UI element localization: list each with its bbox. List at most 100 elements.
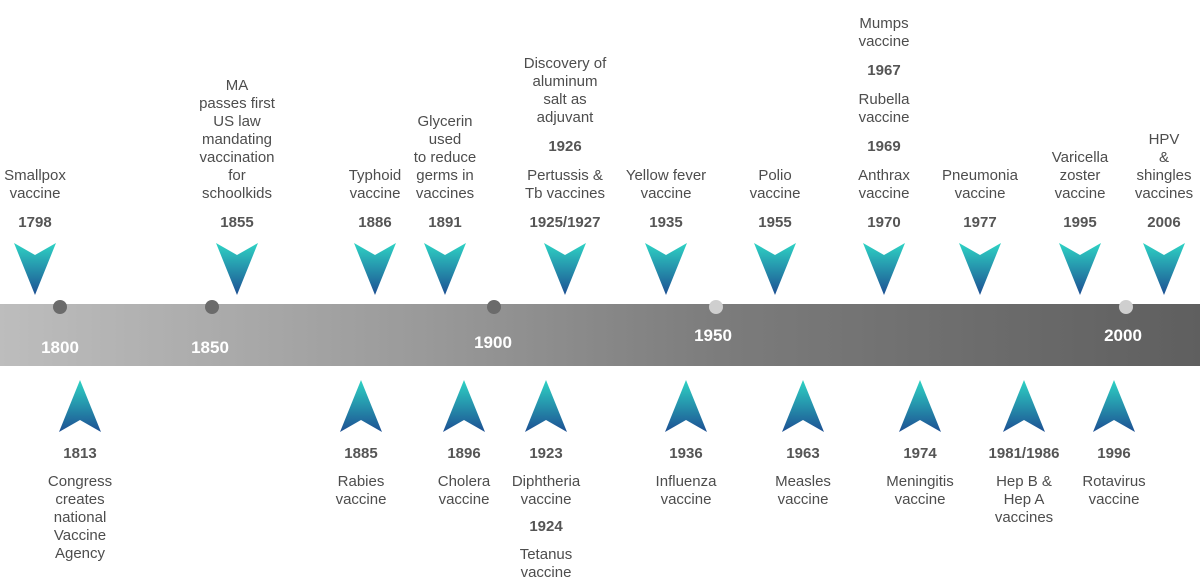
event-description: Rotavirus vaccine — [1082, 473, 1146, 508]
arrow-down-icon — [1143, 243, 1185, 295]
timeline-event-top: Smallpox vaccine 1798 — [4, 167, 66, 232]
event-year: 1996 — [1097, 445, 1131, 462]
event-description: Typhoid vaccine — [348, 167, 402, 202]
timeline-event-top: Glycerin used to reduce germs in vaccine… — [414, 113, 477, 232]
timeline-event-bottom: 1885 Rabies vaccine — [336, 445, 387, 509]
event-year: 1926 — [548, 138, 582, 155]
event-year: 1970 — [867, 214, 901, 231]
arrow-up-icon — [782, 380, 824, 432]
decade-label: 1950 — [694, 326, 732, 345]
event-year: 1798 — [18, 214, 52, 231]
event-description: Yellow fever vaccine — [625, 167, 707, 202]
event-description: Anthrax vaccine — [858, 167, 910, 202]
decade-label: 2000 — [1104, 326, 1142, 345]
timeline-event-bottom: 1813 Congress creates national Vaccine Ag… — [48, 445, 112, 563]
event-description: HPV & shingles vaccines — [1134, 131, 1194, 202]
event-year: 1896 — [447, 445, 481, 462]
arrow-up-icon — [59, 380, 101, 432]
decade-label: 1800 — [41, 338, 79, 357]
timeline-event-top: Typhoid vaccine 1886 — [349, 167, 402, 232]
arrow-down-icon — [645, 243, 687, 295]
decade-marker-dot — [487, 300, 501, 314]
timeline-event-top: Discovery of aluminum salt as adjuvant 19… — [524, 55, 607, 232]
event-year: 1967 — [867, 62, 901, 79]
timeline-event-top: Pneumonia vaccine 1977 — [942, 167, 1018, 232]
timeline-event-top: Polio vaccine 1955 — [750, 167, 801, 232]
event-description: Rabies vaccine — [335, 473, 387, 508]
event-description: Smallpox vaccine — [4, 167, 66, 202]
decade-marker-dot — [1119, 300, 1133, 314]
event-year: 1955 — [758, 214, 792, 231]
event-description: Tetanus vaccine — [519, 546, 573, 581]
event-description: MA passes first US law mandating vaccina… — [199, 77, 275, 202]
event-year: 1977 — [963, 214, 997, 231]
event-year: 1886 — [358, 214, 392, 231]
decade-marker-dot — [709, 300, 723, 314]
arrow-down-icon — [863, 243, 905, 295]
event-description: Diphtheria vaccine — [511, 473, 581, 508]
event-year: 1924 — [529, 518, 563, 535]
timeline-event-bottom: 1974 Meningitis vaccine — [886, 445, 954, 509]
event-description: Meningitis vaccine — [886, 473, 954, 508]
event-year: 1969 — [867, 138, 901, 155]
event-year: 1936 — [669, 445, 703, 462]
arrow-down-icon — [1059, 243, 1101, 295]
arrow-up-icon — [899, 380, 941, 432]
event-year: 1981/1986 — [988, 445, 1060, 462]
timeline-event-bottom: 1996 Rotavirus vaccine — [1082, 445, 1145, 509]
timeline-event-bottom: 1923 Diphtheria vaccine 1924 Tetanus vaccin… — [512, 445, 580, 582]
event-year: 1891 — [428, 214, 462, 231]
decade-marker-dot — [53, 300, 67, 314]
event-year: 2006 — [1147, 214, 1181, 231]
arrow-up-icon — [665, 380, 707, 432]
event-description: Rubella vaccine — [858, 91, 910, 126]
event-year: 1885 — [344, 445, 378, 462]
timeline-event-top: Varicella zoster vaccine 1995 — [1052, 149, 1108, 232]
event-description: Discovery of aluminum salt as adjuvant — [523, 55, 607, 126]
event-year: 1813 — [63, 445, 97, 462]
arrow-up-icon — [1003, 380, 1045, 432]
arrow-up-icon — [525, 380, 567, 432]
timeline-event-top: Mumps vaccine 1967 Rubella vaccine 1969 Anth… — [858, 15, 910, 232]
event-year: 1923 — [529, 445, 563, 462]
timeline-event-top: MA passes first US law mandating vaccina… — [199, 77, 275, 232]
arrow-down-icon — [959, 243, 1001, 295]
timeline-band — [0, 304, 1200, 366]
decade-marker-dot — [205, 300, 219, 314]
event-description: Congress creates national Vaccine Agency — [47, 473, 113, 562]
event-year: 1963 — [786, 445, 820, 462]
event-description: Pneumonia vaccine — [942, 167, 1018, 202]
arrow-up-icon — [443, 380, 485, 432]
event-year: 1855 — [220, 214, 254, 231]
decade-label: 1850 — [191, 338, 229, 357]
event-year: 1925/1927 — [529, 214, 601, 231]
arrow-down-icon — [354, 243, 396, 295]
event-description: Polio vaccine — [749, 167, 801, 202]
event-description: Cholera vaccine — [437, 473, 491, 508]
arrow-up-icon — [1093, 380, 1135, 432]
decade-label: 1900 — [474, 333, 512, 352]
event-description: Influenza vaccine — [655, 473, 717, 508]
arrow-down-icon — [424, 243, 466, 295]
arrow-down-icon — [14, 243, 56, 295]
event-year: 1935 — [649, 214, 683, 231]
timeline-event-bottom: 1936 Influenza vaccine — [656, 445, 717, 509]
event-description: Glycerin used to reduce germs in vaccine… — [413, 113, 477, 202]
arrow-down-icon — [216, 243, 258, 295]
event-description: Hep B & Hep A vaccines — [994, 473, 1054, 526]
event-year: 1995 — [1063, 214, 1097, 231]
arrow-down-icon — [544, 243, 586, 295]
timeline-event-bottom: 1896 Cholera vaccine — [438, 445, 491, 509]
event-description: Pertussis & Tb vaccines — [524, 167, 606, 202]
arrow-down-icon — [754, 243, 796, 295]
arrow-up-icon — [340, 380, 382, 432]
timeline-event-bottom: 1981/1986 Hep B & Hep A vaccines — [989, 445, 1060, 527]
event-description: Mumps vaccine — [858, 15, 910, 50]
event-year: 1974 — [903, 445, 937, 462]
timeline-event-top: HPV & shingles vaccines 2006 — [1135, 131, 1193, 232]
event-description: Varicella zoster vaccine — [1051, 149, 1109, 202]
event-description: Measles vaccine — [775, 473, 831, 508]
timeline-event-top: Yellow fever vaccine 1935 — [626, 167, 706, 232]
timeline-event-bottom: 1963 Measles vaccine — [775, 445, 831, 509]
